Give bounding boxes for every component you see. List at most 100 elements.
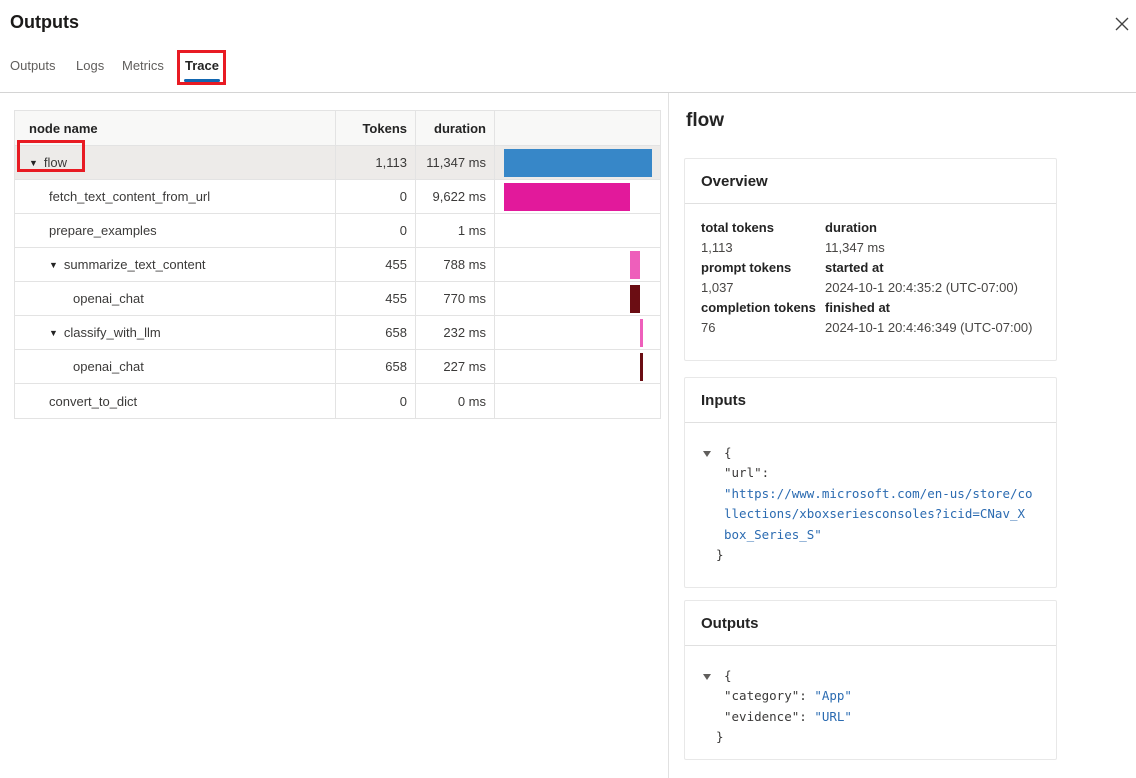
node-name-cell: ▼ flow bbox=[15, 146, 336, 179]
json-line: llections/xboxseriesconsoles?icid=CNav_X bbox=[724, 504, 1042, 524]
tokens-cell: 658 bbox=[336, 350, 416, 383]
json-line: "evidence": "URL" bbox=[724, 707, 1042, 727]
collapse-caret-icon[interactable] bbox=[703, 674, 711, 680]
json-line: { bbox=[724, 666, 1042, 686]
expand-caret-icon[interactable]: ▼ bbox=[49, 327, 58, 338]
gantt-cell bbox=[495, 214, 660, 247]
json-string-value: box_Series_S" bbox=[724, 526, 822, 542]
gantt-cell bbox=[495, 180, 660, 213]
table-header-row: node name Tokens duration bbox=[15, 111, 660, 146]
overview-stat-value: 2024-10-1 20:4:46:349 (UTC-07:00) bbox=[825, 320, 1033, 335]
detail-title: flow bbox=[686, 110, 724, 131]
inputs-card-heading: Inputs bbox=[685, 378, 1056, 423]
tokens-cell: 0 bbox=[336, 384, 416, 418]
outputs-json-content: { "category": "App" "evidence": "URL"} bbox=[716, 666, 1042, 748]
tokens-cell: 455 bbox=[336, 248, 416, 281]
table-row[interactable]: ▼ flow 1,113 11,347 ms bbox=[15, 140, 660, 180]
overview-stat-label: duration bbox=[825, 220, 877, 235]
column-header-gantt bbox=[495, 111, 660, 145]
overview-left-column: total tokens 1,113 prompt tokens 1,037 compl… bbox=[701, 218, 825, 338]
panel-divider bbox=[668, 93, 669, 778]
json-plain-text: } bbox=[716, 547, 724, 563]
overview-stat-label: total tokens bbox=[701, 220, 774, 235]
page-title: Outputs bbox=[10, 12, 79, 32]
json-line: } bbox=[716, 545, 1042, 565]
inputs-card: Inputs {"url": "https://www.microsoft.com… bbox=[684, 377, 1057, 588]
expand-caret-icon[interactable]: ▼ bbox=[49, 259, 58, 270]
duration-cell: 1 ms bbox=[416, 214, 495, 247]
table-row[interactable]: ▼ classify_with_llm 658 232 ms bbox=[15, 316, 660, 350]
json-plain-text: } bbox=[716, 729, 724, 745]
column-header-node-name[interactable]: node name bbox=[15, 111, 336, 145]
gantt-cell bbox=[495, 350, 660, 383]
overview-stat-value: 2024-10-1 20:4:35:2 (UTC-07:00) bbox=[825, 280, 1018, 295]
tab-metrics[interactable]: Metrics bbox=[122, 58, 164, 73]
table-row[interactable]: fetch_text_content_from_url 0 9,622 ms bbox=[15, 180, 660, 214]
tab-bar: Outputs Logs Metrics Trace bbox=[0, 50, 1136, 90]
node-name-cell: ▼ summarize_text_content bbox=[15, 248, 336, 281]
gantt-cell bbox=[495, 282, 660, 315]
node-name-cell: openai_chat bbox=[15, 282, 336, 315]
node-name-label: openai_chat bbox=[73, 359, 144, 374]
json-plain-text: "category": bbox=[724, 688, 815, 704]
node-name-cell: prepare_examples bbox=[15, 214, 336, 247]
outputs-json-viewer: { "category": "App" "evidence": "URL"} bbox=[685, 646, 1056, 748]
trace-table: node name Tokens duration ▼ flow 1,113 11,3… bbox=[14, 110, 661, 419]
close-icon bbox=[1115, 17, 1129, 30]
node-name-label: fetch_text_content_from_url bbox=[49, 189, 211, 204]
inputs-json-content: {"url": "https://www.microsoft.com/en-us/… bbox=[716, 443, 1042, 565]
json-plain-text: "evidence": bbox=[724, 708, 815, 724]
overview-stat-label: completion tokens bbox=[701, 300, 816, 315]
tokens-cell: 658 bbox=[336, 316, 416, 349]
duration-bar bbox=[629, 251, 640, 279]
overview-card: Overview total tokens 1,113 prompt tokens 1… bbox=[684, 158, 1057, 361]
column-header-duration[interactable]: duration bbox=[416, 111, 495, 145]
duration-cell: 788 ms bbox=[416, 248, 495, 281]
table-row[interactable]: openai_chat 455 770 ms bbox=[15, 282, 660, 316]
column-header-tokens[interactable]: Tokens bbox=[336, 111, 416, 145]
node-name-cell: convert_to_dict bbox=[15, 384, 336, 418]
gantt-cell bbox=[495, 146, 660, 179]
close-button[interactable] bbox=[1110, 13, 1134, 37]
node-name-cell: fetch_text_content_from_url bbox=[15, 180, 336, 213]
duration-cell: 227 ms bbox=[416, 350, 495, 383]
tab-logs[interactable]: Logs bbox=[76, 58, 105, 73]
duration-bar bbox=[504, 149, 652, 177]
json-plain-text: "url": bbox=[724, 465, 770, 481]
json-string-value: "App" bbox=[814, 688, 852, 704]
tokens-cell: 0 bbox=[336, 214, 416, 247]
duration-bar bbox=[504, 183, 630, 211]
node-name-cell: ▼ classify_with_llm bbox=[15, 316, 336, 349]
tab-outputs[interactable]: Outputs bbox=[10, 58, 56, 73]
active-tab-underline bbox=[184, 79, 220, 82]
table-row[interactable]: ▼ summarize_text_content 455 788 ms bbox=[15, 248, 660, 282]
node-name-label: summarize_text_content bbox=[63, 257, 206, 272]
tokens-cell: 1,113 bbox=[336, 146, 416, 179]
tab-trace[interactable]: Trace bbox=[185, 58, 219, 73]
duration-cell: 0 ms bbox=[416, 384, 495, 418]
json-string-value: "https://www.microsoft.com/en-us/store/c… bbox=[724, 485, 1033, 501]
json-line: box_Series_S" bbox=[724, 525, 1042, 545]
table-row[interactable]: convert_to_dict 0 0 ms bbox=[15, 384, 660, 418]
tokens-cell: 455 bbox=[336, 282, 416, 315]
overview-stat-label: finished at bbox=[825, 300, 891, 315]
overview-stat-value: 1,037 bbox=[701, 280, 734, 295]
duration-bar bbox=[629, 285, 640, 313]
table-row[interactable]: openai_chat 658 227 ms bbox=[15, 350, 660, 384]
gantt-cell bbox=[495, 248, 660, 281]
collapse-caret-icon[interactable] bbox=[703, 451, 711, 457]
overview-stat-value: 76 bbox=[701, 320, 716, 335]
overview-stat-label: prompt tokens bbox=[701, 260, 792, 275]
tokens-cell: 0 bbox=[336, 180, 416, 213]
gantt-cell bbox=[495, 316, 660, 349]
inputs-json-viewer: {"url": "https://www.microsoft.com/en-us/… bbox=[685, 423, 1056, 565]
table-row[interactable]: prepare_examples 0 1 ms bbox=[15, 214, 660, 248]
node-name-label: prepare_examples bbox=[49, 223, 157, 238]
duration-bar bbox=[639, 319, 643, 347]
tabbar-divider bbox=[0, 92, 1136, 93]
node-name-label: classify_with_llm bbox=[63, 325, 161, 340]
expand-caret-icon[interactable]: ▼ bbox=[29, 157, 38, 168]
duration-cell: 11,347 ms bbox=[416, 146, 495, 179]
overview-stats: total tokens 1,113 prompt tokens 1,037 compl… bbox=[685, 204, 1056, 338]
